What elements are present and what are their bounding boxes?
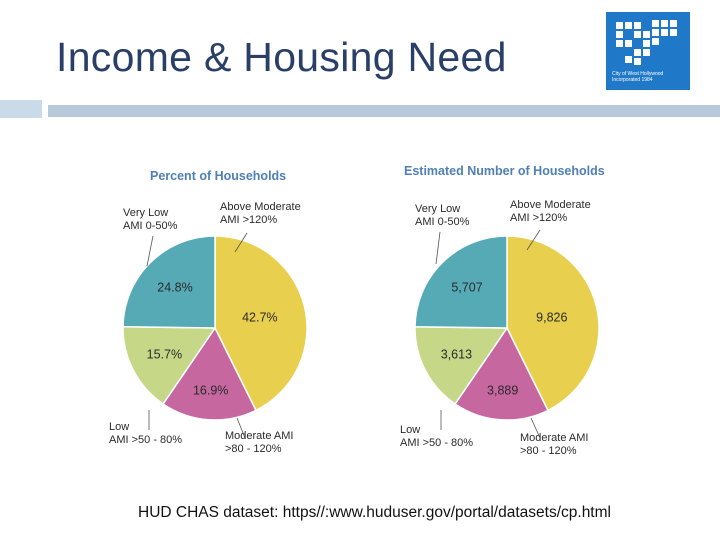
percent-pie-category-label-line1: Very Low (123, 207, 168, 219)
percent-pie-category-label-line2: >80 - 120% (225, 443, 282, 455)
count-pie-slice-above-moderate (506, 235, 600, 412)
header-rule (48, 105, 720, 117)
count-pie-slice-very-low (414, 235, 508, 329)
count-pie-value-label-above-moderate: 9,826 (536, 311, 567, 325)
count-pie-category-label-line1: Very Low (415, 203, 460, 215)
count-pie-slice-moderate (454, 326, 549, 421)
percent-pie-category-label-line1: Low (109, 421, 129, 433)
percent-pie-leader-moderate (236, 417, 246, 439)
percent-pie-category-label-line2: AMI >120% (220, 214, 277, 226)
logo-caption-line1: City of West Hollywood (612, 71, 664, 77)
percent-pie-leader-very-low (146, 235, 154, 267)
count-pie-category-label-line2: >80 - 120% (520, 445, 577, 457)
percent-pie-value-label-very-low: 24.8% (157, 280, 192, 294)
percent-pie-value-label-low: 15.7% (147, 347, 182, 361)
percent-pie-category-label-line1: Above Moderate (220, 201, 301, 213)
percent-pie-title: Percent of Households (150, 169, 286, 183)
count-pie-value-label-low: 3,613 (441, 347, 472, 361)
city-logo: City of West Hollywood Incorporated 1984 (606, 12, 690, 90)
count-pie-category-label-very-low: Very Low AMI 0-50% (415, 203, 470, 228)
pie-charts: Percent of Households 42.7% 16.9% 15.7% 24.8… (109, 164, 605, 457)
logo-mark-icon (616, 20, 677, 65)
percent-pie-category-label-line2: AMI 0-50% (123, 220, 178, 232)
percent-pie-category-label-moderate: Moderate AMI >80 - 120% (225, 430, 293, 455)
slide-title: Income & Housing Need (56, 34, 507, 80)
logo-caption-line2: Incorporated 1984 (612, 77, 653, 83)
percent-pie-category-label-line1: Moderate AMI (225, 430, 293, 442)
percent-pie-value-label-moderate: 16.9% (193, 383, 228, 397)
percent-pie-slice-moderate (162, 326, 257, 421)
count-pie-category-label-above-moderate: Above Moderate AMI >120% (510, 199, 591, 224)
count-pie-category-label-line1: Above Moderate (510, 199, 591, 211)
percent-pie-slice-low (122, 325, 217, 406)
percent-pie-slice-above-moderate (214, 235, 308, 412)
count-pie-leader-very-low (435, 231, 441, 265)
count-pie-title: Estimated Number of Households (404, 164, 605, 178)
count-pie-category-label-line2: AMI >120% (510, 212, 567, 224)
count-pie-leader-moderate (530, 417, 541, 439)
count-pie-category-label-line2: AMI 0-50% (415, 216, 470, 228)
percent-pie-value-label-above-moderate: 42.7% (242, 311, 277, 325)
percent-pie-slice-very-low (122, 235, 216, 329)
count-pie-category-label-line1: Moderate AMI (520, 432, 588, 444)
count-pie-leader-above-moderate (526, 229, 541, 251)
count-pie-category-label-line1: Low (400, 424, 420, 436)
count-pie-value-label-very-low: 5,707 (451, 280, 482, 294)
percent-pie-category-label-very-low: Very Low AMI 0-50% (123, 207, 178, 232)
header-accent-bar (0, 100, 42, 118)
count-pie-slice-low (414, 325, 509, 406)
source-citation: HUD CHAS dataset: https//:www.huduser.go… (138, 504, 611, 521)
logo-caption: City of West Hollywood Incorporated 1984 (612, 71, 686, 83)
percent-pie-leader-above-moderate (234, 232, 248, 253)
count-pie-category-label-line2: AMI >50 - 80% (400, 437, 473, 449)
count-pie-value-label-moderate: 3,889 (487, 383, 518, 397)
count-pie-category-label-moderate: Moderate AMI >80 - 120% (520, 432, 588, 457)
percent-pie-category-label-low: Low AMI >50 - 80% (109, 421, 182, 446)
percent-pie-category-label-line2: AMI >50 - 80% (109, 434, 182, 446)
count-pie-category-label-low: Low AMI >50 - 80% (400, 424, 473, 449)
percent-pie-category-label-above-moderate: Above Moderate AMI >120% (220, 201, 301, 226)
